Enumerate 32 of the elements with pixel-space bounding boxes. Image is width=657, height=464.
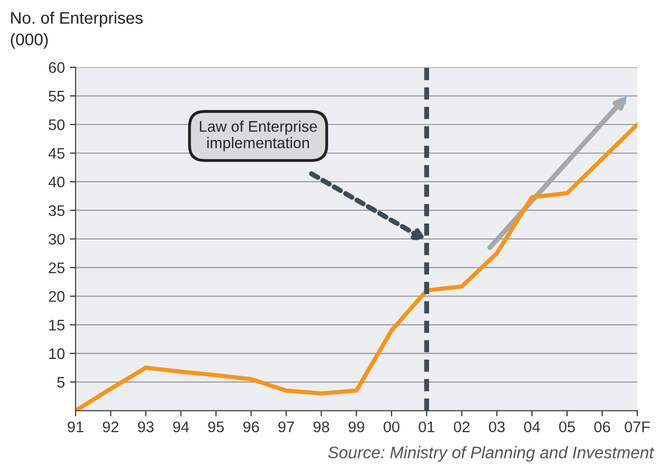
y-tick-label: 30 bbox=[48, 234, 65, 245]
annotation: Law of Enterprise implementation bbox=[200, 120, 317, 152]
y-tick-label: 25 bbox=[48, 262, 64, 274]
y-tick-label: 5 bbox=[57, 377, 64, 388]
y-tick-label: 20 bbox=[48, 291, 65, 302]
x-tick-label: 02 bbox=[454, 421, 470, 432]
y-tick-label: 40 bbox=[48, 176, 65, 188]
x-tick-label: 06 bbox=[594, 421, 610, 432]
y-tick-label: 35 bbox=[48, 205, 64, 216]
x-tick-label: 98 bbox=[314, 421, 330, 432]
x-tick-label: 94 bbox=[173, 421, 189, 432]
y-axis-title: No. of Enterprises (000) bbox=[10, 12, 143, 49]
x-tick-label: 99 bbox=[348, 421, 364, 432]
x-tick-label: 04 bbox=[524, 421, 540, 432]
x-tick-label: 91 bbox=[68, 421, 84, 432]
x-tick-label: 00 bbox=[384, 421, 400, 432]
x-tick-label: 92 bbox=[102, 421, 118, 432]
source-note: Source: Ministry of Planning and Investment bbox=[328, 446, 654, 462]
x-tick-label: 03 bbox=[488, 421, 505, 432]
y-tick-label: 55 bbox=[48, 90, 64, 102]
y-tick-label: 45 bbox=[48, 148, 64, 159]
x-tick-label: 93 bbox=[138, 421, 154, 432]
x-tick-label: 05 bbox=[559, 421, 575, 432]
y-tick-label: 15 bbox=[49, 320, 64, 330]
y-tick-label: 50 bbox=[48, 119, 65, 130]
y-tick-label: 10 bbox=[49, 348, 65, 360]
x-tick-label: 95 bbox=[208, 421, 224, 432]
x-tick-label: 01 bbox=[418, 421, 434, 432]
x-tick-label: 07F bbox=[624, 421, 650, 432]
x-tick-label: 96 bbox=[243, 421, 259, 432]
y-tick-label: 60 bbox=[48, 62, 65, 73]
x-tick-label: 97 bbox=[278, 421, 294, 432]
